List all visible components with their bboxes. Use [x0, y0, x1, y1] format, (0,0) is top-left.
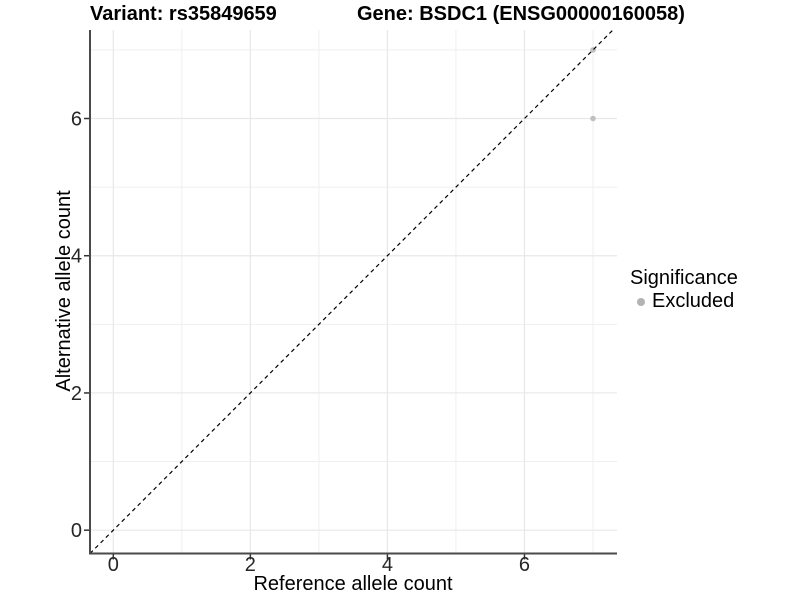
legend-key: [630, 292, 652, 312]
identity-line: [89, 29, 614, 554]
y-tick-label: 4: [71, 246, 82, 268]
legend-title: Significance: [630, 267, 738, 289]
x-tick-label: 2: [245, 554, 256, 576]
x-tick-label: 0: [108, 554, 119, 576]
legend-item: Excluded: [630, 291, 738, 312]
plot-title-variant: Variant: rs35849659: [90, 3, 277, 25]
plot-title-gene: Gene: BSDC1 (ENSG00000160058): [357, 3, 685, 25]
y-tick-label: 6: [71, 109, 82, 131]
legend: Significance Excluded: [630, 268, 738, 312]
y-tick-label: 0: [71, 520, 82, 542]
x-tick-label: 6: [519, 554, 530, 576]
legend-key-dot-icon: [637, 297, 645, 306]
data-layer: [89, 29, 614, 554]
x-axis-title: Reference allele count: [253, 573, 452, 595]
y-tick-label: 2: [71, 383, 82, 405]
x-tick-label: 4: [382, 554, 393, 576]
grid-layer: [90, 30, 617, 554]
legend-item-label: Excluded: [652, 290, 735, 312]
y-axis-title: Alternative allele count: [53, 190, 75, 392]
data-point: [590, 115, 596, 122]
axis-layer: 0 2 4 6 0 2 4 6: [71, 30, 617, 576]
